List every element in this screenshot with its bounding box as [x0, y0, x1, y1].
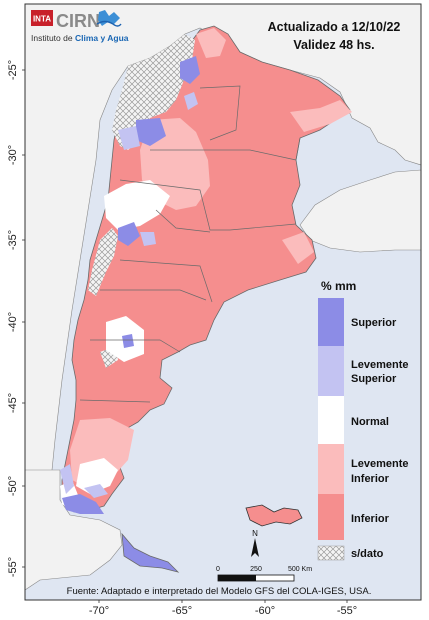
lon-tick-label: -65° — [172, 605, 192, 617]
inta-badge: INTA — [33, 15, 51, 24]
legend-label: s/dato — [351, 548, 384, 560]
institute-line: Instituto de Clima y Agua — [31, 33, 129, 43]
superior-santa-cruz — [62, 494, 104, 514]
malvinas-islands — [245, 504, 303, 527]
lev-superior-andes — [118, 126, 140, 150]
neighbor-chile-south — [25, 469, 123, 591]
legend-label: Normal — [351, 416, 389, 428]
map-frame — [24, 3, 422, 601]
north-label: N — [252, 529, 258, 538]
scale-tick-label: 250 — [250, 566, 262, 573]
lat-tick-label: -35° — [7, 230, 19, 250]
legend-item-lev-inferior: Levemente Inferior — [318, 444, 408, 494]
lat-tick-label: -55° — [7, 557, 19, 577]
superior-tierra-coast — [84, 484, 108, 498]
legend-label: Levemente — [351, 458, 408, 470]
lat-tick-label: -50° — [7, 476, 19, 496]
province-borders — [79, 85, 301, 403]
legend-label: Inferior — [351, 473, 390, 485]
lon-tick-label: -70° — [89, 605, 109, 617]
legend-label: Levemente — [351, 359, 408, 371]
lat-tick-label: -25° — [7, 60, 19, 80]
lon-tick-label: -60° — [255, 605, 275, 617]
legend-item-normal: Normal — [318, 396, 389, 444]
lev-inferior-east — [290, 100, 352, 132]
tierra-del-fuego — [121, 532, 180, 573]
scale-tick-label: 500 Km — [288, 566, 312, 573]
lat-tick-label: -40° — [7, 312, 19, 332]
neighbor-uruguay-brazil — [299, 169, 421, 253]
legend-item-no-data: s/dato — [317, 545, 384, 561]
updated-date: Actualizado a 12/10/22 — [268, 20, 401, 34]
legend-item-superior: Superior — [318, 298, 397, 346]
legend-item-lev-superior: Levemente Superior — [318, 346, 408, 396]
superior-northwest — [180, 56, 200, 84]
lev-inferior-north — [196, 28, 226, 58]
lat-tick-label: -30° — [7, 145, 19, 165]
north-arrow-icon — [251, 538, 259, 557]
legend-title: % mm — [321, 279, 356, 293]
inta-cirn-logo: INTA CIRN Instituto de Clima y Agua — [31, 10, 129, 43]
legend-label: Inferior — [351, 513, 390, 525]
legend: % mm Superior Levemente Superior Normal … — [317, 279, 408, 561]
legend-item-inferior: Inferior — [318, 494, 390, 540]
superior-patagonia-center — [122, 334, 134, 348]
no-data-andes — [112, 34, 195, 150]
validity-period: Validez 48 hs. — [293, 38, 374, 52]
lev-inferior-southeast — [282, 232, 314, 264]
lev-superior-mendoza — [140, 232, 156, 246]
source-note: Fuente: Adaptado e interpretado del Mode… — [67, 586, 372, 597]
lon-tick-label: -55° — [337, 605, 357, 617]
normal-west-central — [104, 180, 170, 230]
scale-tick-label: 0 — [216, 566, 220, 573]
north-arrow: N — [251, 529, 259, 557]
lev-superior-north — [184, 92, 198, 110]
normal-south — [76, 458, 118, 494]
scale-bar: 0 250 500 Km — [216, 566, 312, 582]
longitude-axis: -70° -65° -60° -55° — [89, 600, 357, 617]
cirn-wordmark: CIRN — [56, 11, 100, 31]
latitude-axis: -25° -30° -35° -40° -45° -50° -55° — [7, 60, 25, 577]
lat-tick-label: -45° — [7, 393, 19, 413]
superior-andes — [136, 118, 166, 146]
legend-label: Superior — [351, 317, 397, 329]
no-data-andes-south — [88, 228, 118, 296]
lev-superior-south — [60, 464, 74, 494]
legend-label: Superior — [351, 373, 397, 385]
superior-mendoza — [118, 222, 140, 246]
